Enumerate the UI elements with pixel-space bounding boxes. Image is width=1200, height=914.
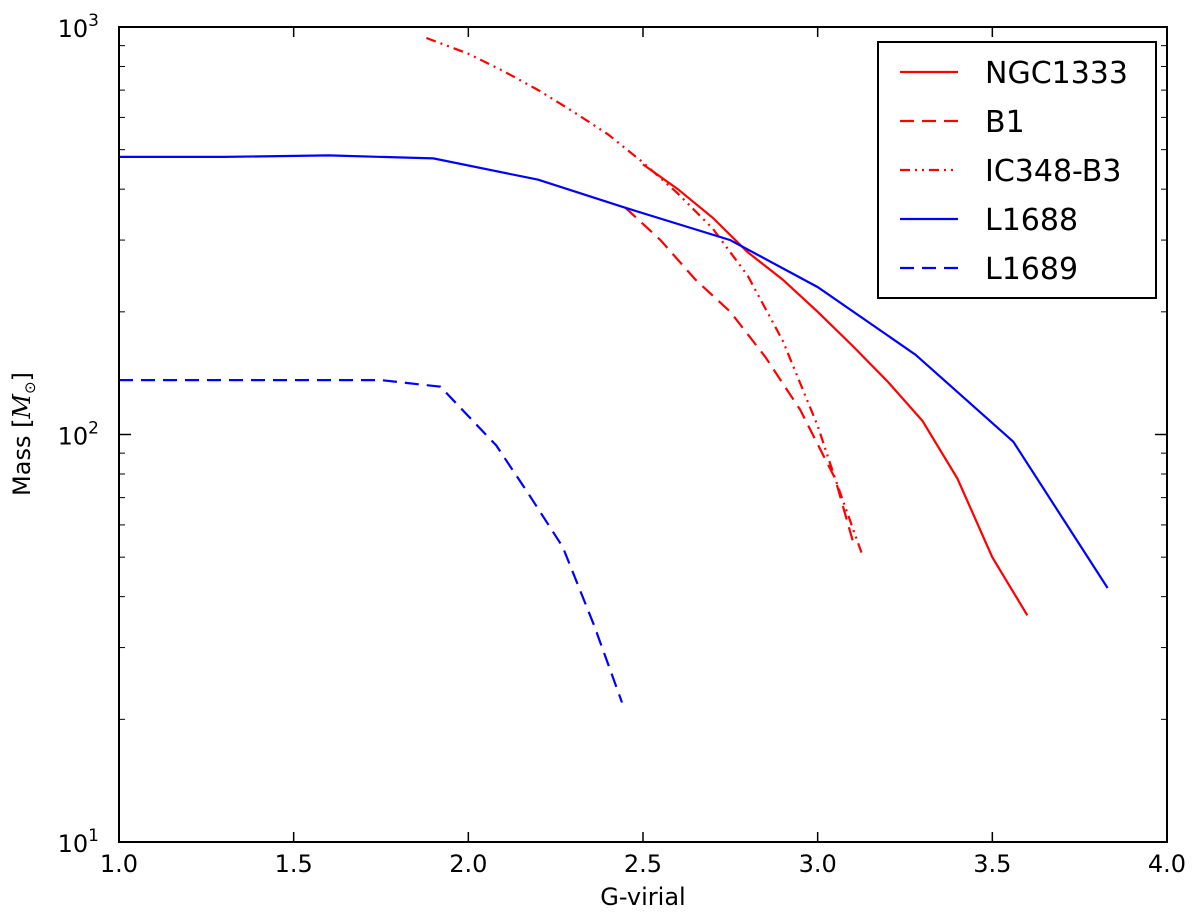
legend-items: NGC1333 B1 IC348-B3 L1688 L1689	[900, 56, 1128, 287]
legend-label-ic348-b3: IC348-B3	[985, 154, 1121, 189]
legend-frame	[877, 41, 1157, 299]
series-layer	[119, 36, 1109, 703]
plot-frame	[118, 26, 1168, 843]
legend-label-l1689: L1689	[985, 252, 1078, 287]
series-line-b1	[624, 206, 854, 541]
series-line-ic348-b3	[426, 36, 865, 558]
y-tick-label: 101	[58, 826, 99, 858]
x-tick-label: 2.0	[449, 850, 487, 878]
y-tick-label: 102	[58, 419, 99, 451]
x-tick-label: 3.5	[973, 850, 1011, 878]
x-axis-label: G-virial	[600, 883, 685, 911]
ticks-layer: 1.0 1.5 2.0 2.5 3.0 3.5 4.0 101 102 103	[58, 11, 1186, 878]
x-tick-label: 1.0	[100, 850, 138, 878]
series-line-l1688	[119, 154, 1109, 589]
series-line-ngc1333	[642, 163, 1029, 616]
series-line-l1689	[119, 379, 624, 703]
x-tick-label: 2.5	[624, 850, 662, 878]
legend-label-l1688: L1688	[985, 203, 1078, 238]
x-tick-label: 4.0	[1148, 850, 1186, 878]
legend-label-ngc1333: NGC1333	[985, 56, 1128, 91]
y-tick-label: 103	[58, 11, 99, 43]
legend: NGC1333 B1 IC348-B3 L1688 L1689	[877, 41, 1157, 299]
y-axis-label: Mass [M⊙]	[8, 372, 39, 496]
x-tick-label: 3.0	[799, 850, 837, 878]
x-tick-label: 1.5	[275, 850, 313, 878]
legend-label-b1: B1	[985, 105, 1025, 140]
